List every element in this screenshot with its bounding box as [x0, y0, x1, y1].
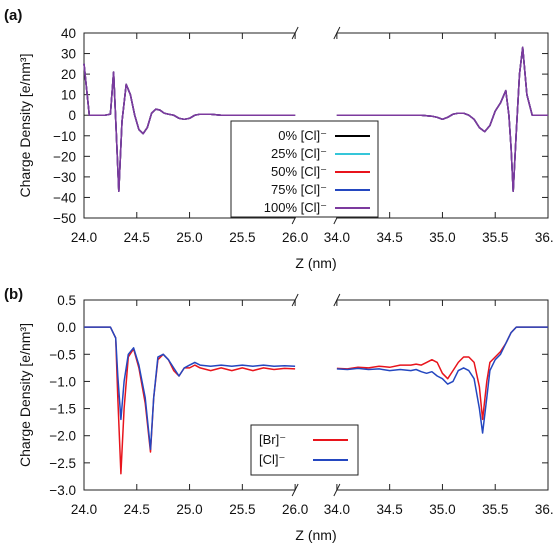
legend-entry-label: 75% [Cl]⁻: [271, 182, 327, 197]
x-tick-label: 36.0: [535, 502, 554, 517]
y-tick-label: 10: [61, 88, 76, 103]
x-tick-label: 26.0: [282, 502, 308, 517]
legend-entry-label: 25% [Cl]⁻: [271, 146, 327, 161]
panel-b-y-axis-label: Charge Density [e/nm³]: [17, 323, 33, 467]
series-line-4: [83, 46, 548, 193]
y-tick-label: −3.0: [49, 483, 76, 498]
y-tick-label: −40: [53, 190, 76, 205]
y-tick-label: −50: [53, 211, 76, 226]
panel-b-label: (b): [4, 286, 23, 303]
x-tick-label: 35.0: [429, 502, 455, 517]
legend-entry-label: 50% [Cl]⁻: [271, 164, 327, 179]
x-tick-label: 34.0: [324, 230, 350, 245]
panel-a-x-axis-label: Z (nm): [295, 255, 336, 271]
legend-entry-label: [Cl]⁻: [259, 452, 285, 467]
x-tick-label: 26.0: [282, 230, 308, 245]
x-tick-label: 25.5: [229, 230, 255, 245]
y-tick-label: 30: [61, 47, 76, 62]
y-tick-label: 0.0: [57, 320, 76, 335]
x-tick-label: 24.5: [124, 502, 150, 517]
y-tick-label: 0.5: [57, 293, 76, 308]
y-tick-label: −2.0: [49, 429, 76, 444]
x-tick-label: 34.0: [324, 502, 350, 517]
series-line-1: [84, 326, 548, 451]
x-tick-label: 36.0: [535, 230, 554, 245]
x-tick-label: 24.5: [124, 230, 150, 245]
x-tick-label: 25.5: [229, 502, 255, 517]
panel-b: (b) Charge Density [e/nm³] Z (nm) 24.0 24…: [4, 286, 554, 543]
y-tick-label: −0.5: [49, 347, 76, 362]
y-tick-label: −1.0: [49, 374, 76, 389]
legend-entry-label: 100% [Cl]⁻: [264, 200, 327, 215]
legend-entry-label: [Br]⁻: [259, 432, 286, 447]
legend-box: [250, 424, 359, 476]
panel-a-y-axis-label: Charge Density [e/nm³]: [17, 54, 33, 198]
x-tick-label: 25.0: [176, 502, 202, 517]
x-tick-label: 25.0: [176, 230, 202, 245]
panel-a: (a) Charge Density [e/nm³] Z (nm) 24.0 24…: [4, 7, 554, 271]
panel-a-label: (a): [4, 7, 22, 24]
x-tick-label: 34.5: [377, 502, 403, 517]
y-tick-label: −10: [53, 129, 76, 144]
y-tick-label: −2.5: [49, 456, 76, 471]
y-tick-label: −30: [53, 170, 76, 185]
x-tick-label: 35.5: [482, 230, 508, 245]
y-tick-label: −20: [53, 149, 76, 164]
y-tick-label: 0: [68, 108, 76, 123]
legend-entry-label: 0% [Cl]⁻: [278, 128, 327, 143]
y-tick-label: 40: [61, 26, 76, 41]
x-tick-label: 24.0: [71, 230, 97, 245]
x-tick-label: 35.5: [482, 502, 508, 517]
x-tick-label: 24.0: [71, 502, 97, 517]
y-tick-label: 20: [61, 67, 76, 82]
x-tick-label: 34.5: [377, 230, 403, 245]
y-tick-label: −1.5: [49, 402, 76, 417]
panel-b-x-axis-label: Z (nm): [295, 527, 336, 543]
x-tick-label: 35.0: [429, 230, 455, 245]
